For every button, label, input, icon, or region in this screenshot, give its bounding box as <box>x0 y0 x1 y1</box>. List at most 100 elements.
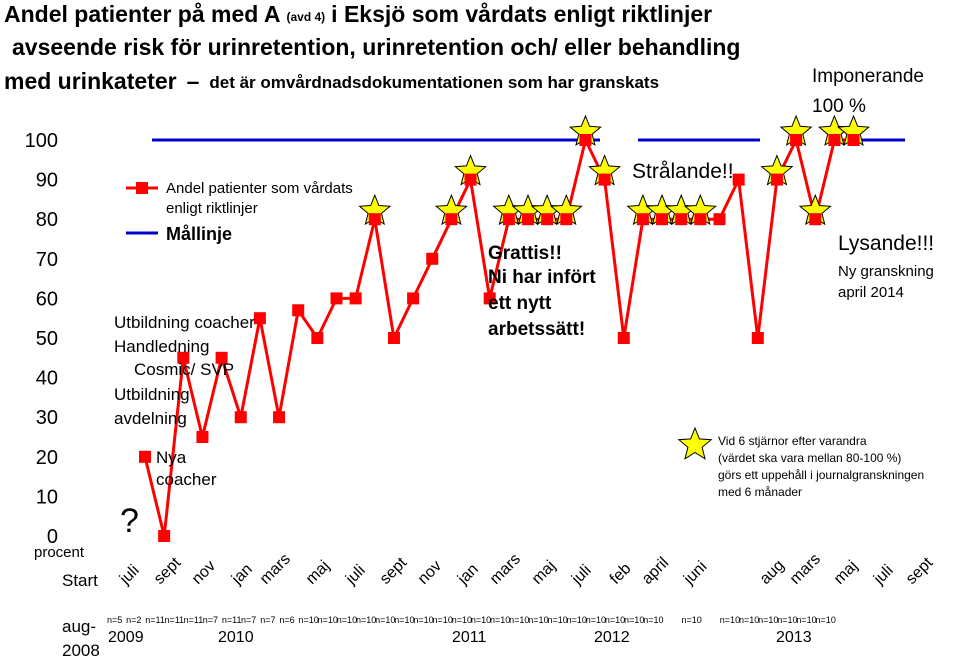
sample-size-label: n=7 <box>260 615 275 625</box>
title-line2: avseende risk för urinretention, urinret… <box>12 34 740 60</box>
legend-series-swatch-marker <box>136 182 148 194</box>
sample-size-label: n=2 <box>126 615 141 625</box>
annotation-grattis: Grattis!! Ni har infört ett nytt arbetss… <box>488 243 596 340</box>
sample-size-label: n=10 <box>356 615 376 625</box>
data-point <box>598 173 611 186</box>
sample-size-label: n=10 <box>490 615 510 625</box>
sample-size-label: n=7 <box>203 615 218 625</box>
sample-size-label: n=10 <box>605 615 625 625</box>
series-line <box>143 138 854 538</box>
sample-size-label: n=10 <box>375 615 395 625</box>
data-point <box>330 292 343 305</box>
annotation-interventions: Utbildning coacher Handledning Cosmic/ S… <box>114 313 255 540</box>
data-point <box>253 312 266 325</box>
sample-size-label: n=10 <box>547 615 567 625</box>
annotation-grattis-2: Ni har infört <box>488 267 596 288</box>
annotation-stralande: Strålande!! <box>632 160 734 183</box>
star-note-line2: (värdet ska vara mellan 80-100 %) <box>718 451 901 465</box>
y-tick-label: 80 <box>36 209 58 231</box>
annotation-coacher: coacher <box>156 470 217 489</box>
series-polyline <box>143 138 854 538</box>
legend-target-label: Mållinje <box>166 224 232 244</box>
month-label: sept <box>377 554 411 588</box>
data-point <box>560 213 573 226</box>
annotation-grattis-4: arbetssätt! <box>488 319 585 340</box>
sample-size-label: n=10 <box>720 615 740 625</box>
annotation-cosmic-svp: Cosmic/ SVP <box>134 360 234 379</box>
sample-size-label: n=10 <box>586 615 606 625</box>
annotation-grattis-3: ett nytt <box>488 293 552 314</box>
month-label: juli <box>116 562 143 589</box>
sample-size-label: n=10 <box>777 615 797 625</box>
title-line3: med urinkateter – det är omvårdnadsdokumen… <box>4 68 659 94</box>
data-point <box>407 292 420 305</box>
data-point <box>387 332 400 344</box>
aug-label: aug- <box>62 617 96 636</box>
data-point <box>541 213 554 226</box>
annotation-ny-granskning: Ny granskning <box>838 263 934 280</box>
month-label: nov <box>415 558 445 588</box>
title-line1: Andel patienter på med A (avd 4) i Eksjö s… <box>4 1 712 27</box>
data-point <box>713 213 726 226</box>
month-label: maj <box>529 558 559 588</box>
data-point <box>139 450 151 463</box>
x-axis-year-labels: 2009 2010 2011 2012 2013 <box>108 629 812 646</box>
month-label: juli <box>870 562 897 589</box>
annotation-ny-granskning-date: april 2014 <box>838 284 904 301</box>
y-tick-label: 40 <box>36 368 58 390</box>
sample-size-label: n=11 <box>222 615 242 625</box>
data-point <box>732 173 745 186</box>
annotation-question-mark: ? <box>120 502 139 540</box>
data-point <box>349 292 362 305</box>
data-point <box>311 332 324 344</box>
sample-size-label: n=10 <box>318 615 338 625</box>
y-tick-label: 60 <box>36 288 58 310</box>
y-tick-label: 100 <box>25 130 58 152</box>
star-note-line1: Vid 6 stjärnor efter varandra <box>718 434 867 448</box>
data-point <box>847 134 860 146</box>
legend: Andel patienter som vårdats enligt riktl… <box>126 180 353 244</box>
data-point <box>636 213 649 226</box>
year-label: 2011 <box>452 629 487 646</box>
sample-size-label: n=6 <box>279 615 294 625</box>
month-label: maj <box>831 558 861 588</box>
start-label: Start <box>62 571 98 590</box>
annotation-nya: Nya <box>156 448 187 467</box>
sample-size-label: n=10 <box>682 615 702 625</box>
sample-size-label: n=10 <box>413 615 433 625</box>
sample-size-label: n=10 <box>337 615 357 625</box>
sample-size-label: n=5 <box>107 615 122 625</box>
annotation-imponerande: Imponerande <box>812 66 924 87</box>
data-point <box>809 213 822 226</box>
x-axis-month-labels: juli sept nov jan mars maj juli sept nov jan mars m… <box>116 551 937 589</box>
sample-size-label: n=11 <box>145 615 165 625</box>
data-markers <box>139 134 860 542</box>
y-tick-label: 30 <box>36 407 58 429</box>
sample-size-label: n=7 <box>241 615 256 625</box>
month-label: mars <box>257 551 294 588</box>
y-axis-label: procent <box>34 544 85 561</box>
month-label: jan <box>454 561 482 589</box>
y-axis-ticks: 0 10 20 30 40 50 60 70 80 90 100 <box>25 130 58 548</box>
data-point <box>177 351 190 364</box>
sample-size-label: n=10 <box>567 615 587 625</box>
star-note-line4: med 6 månader <box>718 485 802 499</box>
data-point <box>234 411 247 424</box>
data-point <box>273 411 286 424</box>
data-point <box>215 351 228 364</box>
year-label: 2012 <box>594 629 630 646</box>
sample-size-label: n=11 <box>164 615 184 625</box>
y-tick-label: 20 <box>36 447 58 469</box>
data-point <box>790 134 803 146</box>
year-label: 2010 <box>218 629 254 646</box>
year-label: 2009 <box>108 629 144 646</box>
sample-size-label: n=10 <box>758 615 778 625</box>
annotation-grattis-1: Grattis!! <box>488 243 562 264</box>
data-point <box>426 252 439 265</box>
sample-size-label: n=10 <box>816 615 836 625</box>
data-point <box>579 134 592 146</box>
annotation-handledning: Handledning <box>114 337 209 356</box>
aug-year-label: 2008 <box>62 641 100 660</box>
